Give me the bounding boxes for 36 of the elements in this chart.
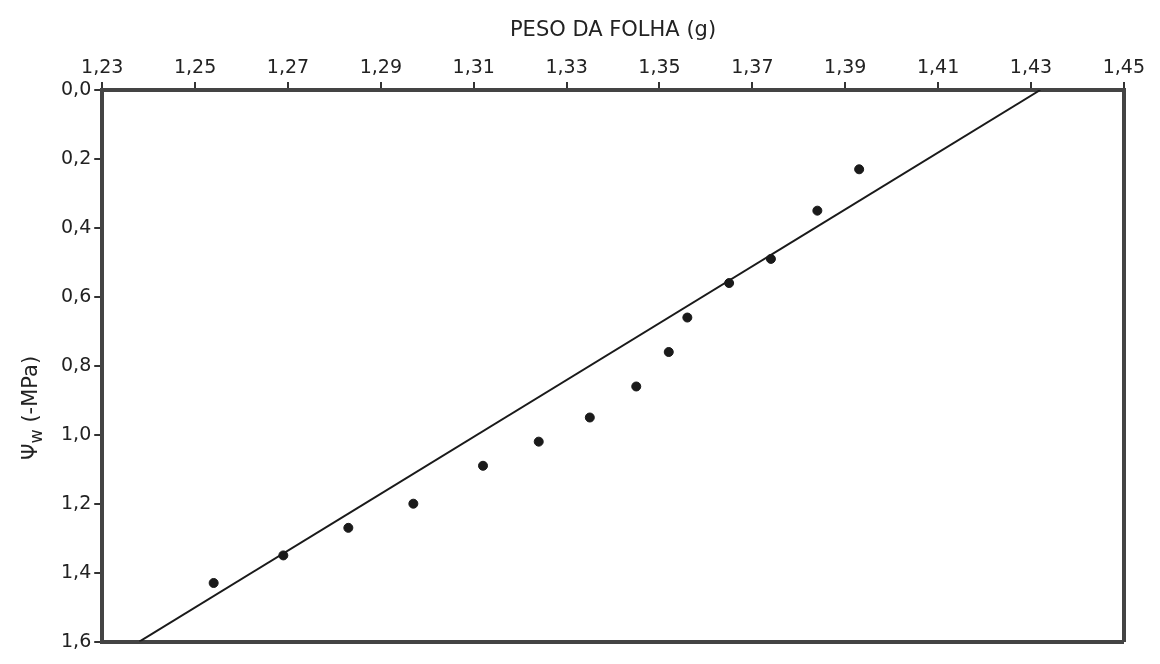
point (478, 460, 489, 471)
y-tick-label: 0,8 (61, 352, 92, 375)
x-tick-label: 1,33 (545, 54, 588, 77)
x-axis-title: PESO DA FOLHA (g) (509, 17, 717, 42)
x-tick-label: 1,35 (638, 54, 681, 77)
y-tick-label: 1,4 (61, 559, 92, 582)
point (278, 550, 289, 561)
point (663, 347, 674, 358)
x-tick-label: 1,41 (916, 54, 960, 77)
x-tick-label: 1,45 (1102, 54, 1145, 77)
x-tick-label: 1,31 (452, 54, 495, 77)
point (208, 577, 219, 588)
point (854, 164, 865, 175)
y-tick-label: 0,4 (61, 214, 92, 237)
y-tick-label: 0,2 (61, 145, 92, 168)
point (765, 253, 776, 264)
point (724, 278, 735, 289)
point (533, 436, 544, 447)
y-tick-label: 0,6 (61, 283, 92, 306)
x-tick-label: 1,39 (824, 54, 867, 77)
point (584, 412, 595, 423)
point (682, 312, 693, 323)
x-tick-label: 1,25 (173, 54, 217, 77)
y-tick-label: 1,2 (61, 490, 92, 513)
x-tick-label: 1,27 (266, 54, 310, 77)
point (812, 205, 823, 216)
y-tick-label: 1,6 (61, 628, 92, 651)
x-tick-label: 1,37 (731, 54, 774, 77)
y-tick-label: 1,0 (61, 421, 92, 444)
point (631, 381, 642, 392)
y-tick-label: 0,0 (61, 76, 92, 99)
point (343, 522, 354, 533)
x-tick-label: 1,23 (81, 54, 124, 77)
x-tick-label: 1,43 (1009, 54, 1053, 77)
x-tick-label: 1,29 (359, 54, 402, 77)
point (408, 498, 419, 509)
